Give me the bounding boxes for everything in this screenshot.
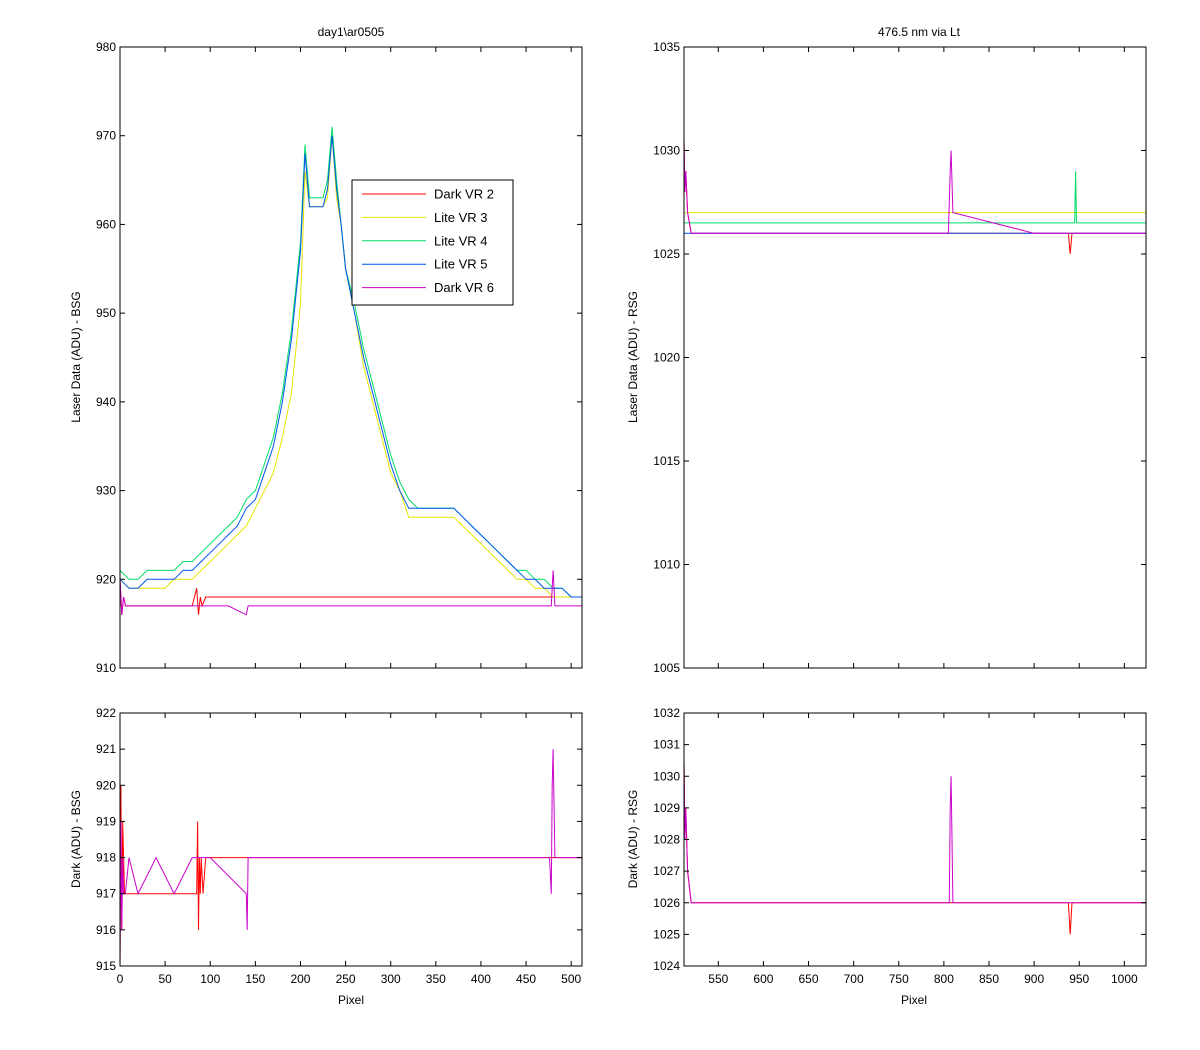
y-tick-label: 1010 [653,558,680,572]
series-line-lite-vr-4 [684,171,1146,224]
y-tick-label: 1035 [653,40,680,54]
x-tick-label: 550 [708,972,728,986]
y-tick-label: 1028 [653,833,680,847]
x-tick-label: 100 [200,972,220,986]
x-tick-label: 800 [934,972,954,986]
series-group [684,140,1146,255]
x-tick-label: 750 [889,972,909,986]
y-tick-label: 910 [96,661,116,675]
panel-bottom-right-rsg-dark: Pixel Dark (ADU) - RSG 1024 1025 1026 1027 1… [626,706,1147,1007]
x-tick-label: 950 [1069,972,1089,986]
x-tick-label: 450 [516,972,536,986]
x-tick-label: 900 [1024,972,1044,986]
x-tick-label: 350 [426,972,446,986]
y-tick-label: 980 [96,40,116,54]
y-tick-label: 916 [96,923,116,937]
y-tick-label: 1020 [653,351,680,365]
legend-label: Dark VR 2 [434,187,494,202]
series-line-dark-vr-6 [120,570,582,616]
y-tick-label: 1026 [653,896,680,910]
x-tick-label: 850 [979,972,999,986]
y-axis-label: Laser Data (ADU) - RSG [626,291,640,423]
series-line-dark-vr-6 [684,760,1146,904]
y-tick-label: 922 [96,706,116,720]
plot-frame [119,46,583,669]
y-tick-label: 1031 [653,738,680,752]
y-axis-label: Laser Data (ADU) - BSG [69,291,83,422]
series-line-dark-vr-6 [684,140,1146,234]
y-tick-label: 1025 [653,247,680,261]
series-line-dark-vr-6 [120,749,582,966]
series-line-dark-vr-2 [684,140,1146,255]
plot-frame [119,712,583,967]
y-tick-label: 917 [96,887,116,901]
x-tick-label: 500 [561,972,581,986]
legend-label: Dark VR 6 [434,280,494,295]
y-tick-label: 915 [96,959,116,973]
panel-title: 476.5 nm via Lt [878,25,961,39]
y-tick-label: 950 [96,306,116,320]
x-tick-label: 650 [799,972,819,986]
series-line-dark-vr-2 [120,579,582,615]
y-tick-label: 920 [96,778,116,792]
y-tick-label: 960 [96,217,116,231]
y-tick-label: 1025 [653,927,680,941]
panel-bottom-left-bsg-dark: Pixel Dark (ADU) - BSG 915 916 917 918 919 92… [69,706,583,1007]
y-tick-label: 940 [96,395,116,409]
y-tick-label: 1024 [653,959,680,973]
legend-label: Lite VR 4 [434,233,487,248]
y-tick-label: 1030 [653,769,680,783]
x-tick-label: 0 [117,972,124,986]
x-tick-label: 1000 [1111,972,1138,986]
x-tick-label: 150 [245,972,265,986]
y-tick-label: 1005 [653,661,680,675]
plot-frame [683,712,1147,967]
x-tick-label: 250 [336,972,356,986]
y-tick-label: 930 [96,484,116,498]
y-tick-label: 919 [96,814,116,828]
y-tick-label: 918 [96,851,116,865]
y-tick-label: 1030 [653,144,680,158]
plot-frame [683,46,1147,669]
x-tick-label: 50 [158,972,172,986]
legend: Dark VR 2 Lite VR 3 Lite VR 4 Lite VR 5 Dark… [351,179,514,306]
y-tick-label: 920 [96,572,116,586]
x-axis-label: Pixel [901,993,927,1007]
legend-box [351,179,514,306]
x-tick-label: 600 [753,972,773,986]
y-axis-label: Dark (ADU) - BSG [69,790,83,888]
y-tick-label: 1015 [653,454,680,468]
series-line-dark-vr-2 [120,785,582,966]
x-tick-label: 200 [290,972,310,986]
y-tick-label: 1027 [653,864,680,878]
y-tick-label: 970 [96,129,116,143]
y-axis-label: Dark (ADU) - RSG [626,790,640,889]
x-tick-label: 400 [471,972,491,986]
panel-title: day1\ar0505 [318,25,385,39]
y-tick-label: 1032 [653,706,680,720]
y-tick-label: 921 [96,742,116,756]
legend-label: Lite VR 3 [434,210,487,225]
series-line-lite-vr-5 [120,135,582,598]
x-tick-label: 700 [844,972,864,986]
panel-top-right-rsg-laser: 476.5 nm via Lt Laser Data (ADU) - RSG 1… [626,25,1147,675]
x-tick-label: 300 [381,972,401,986]
y-tick-label: 1029 [653,801,680,815]
series-group [684,760,1146,935]
series-line-dark-vr-2 [684,760,1146,935]
legend-label: Lite VR 5 [434,257,487,272]
series-group [120,749,582,966]
x-axis-label: Pixel [338,993,364,1007]
panel-top-left-bsg-laser: day1\ar0505 Laser Data (ADU) - BSG 910 92… [69,25,583,675]
series-group [120,126,582,616]
